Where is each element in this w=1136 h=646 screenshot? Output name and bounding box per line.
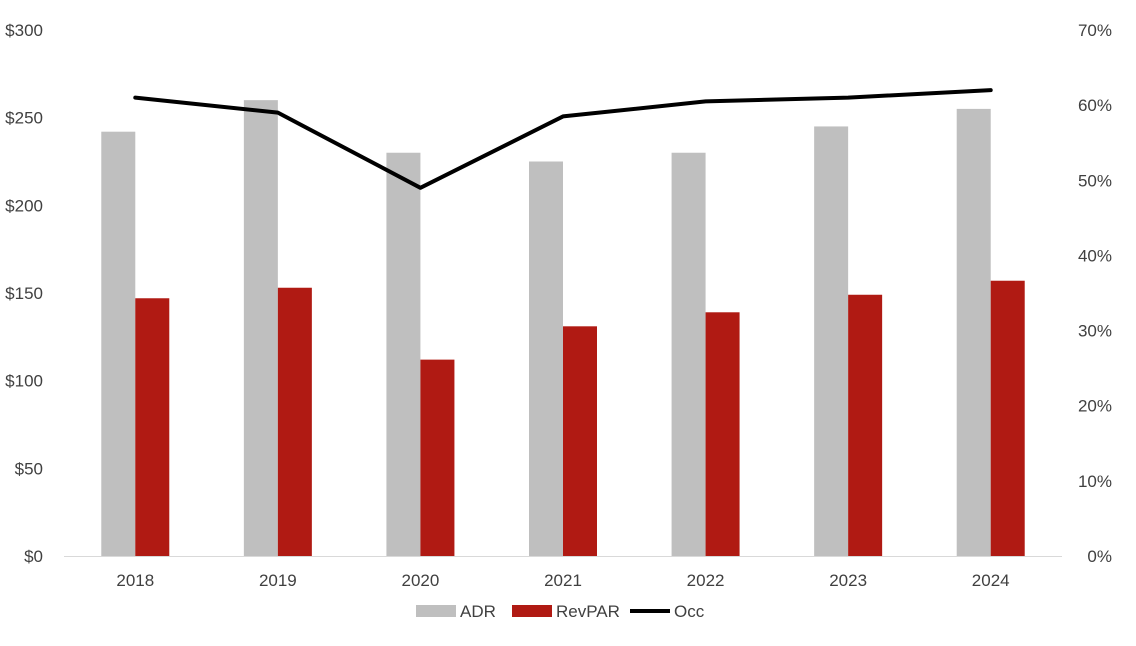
legend: ADR RevPAR Occ (416, 602, 705, 621)
x-tick-label: 2021 (544, 571, 582, 590)
bar-revpar-2020 (420, 359, 455, 556)
x-tick-label: 2023 (829, 571, 867, 590)
bars-layer (101, 100, 1025, 557)
y-left-tick-label: $300 (5, 21, 43, 40)
bar-revpar-2022 (705, 312, 740, 556)
y-right-tick-label: 50% (1078, 171, 1112, 190)
bar-revpar-2021 (563, 326, 597, 556)
legend-label-revpar: RevPAR (556, 602, 620, 621)
y-right-tick-label: 40% (1078, 246, 1112, 265)
y-left-tick-label: $0 (24, 547, 43, 566)
bar-adr-2018 (101, 131, 136, 556)
legend-swatch-revpar (512, 605, 552, 617)
y-left-tick-label: $50 (15, 459, 43, 478)
y-right-tick-label: 20% (1078, 397, 1112, 416)
y-right-tick-label: 60% (1078, 96, 1112, 115)
bar-adr-2021 (529, 161, 563, 556)
y-right-tick-label: 30% (1078, 322, 1112, 341)
x-tick-label: 2019 (259, 571, 297, 590)
bar-adr-2019 (243, 100, 278, 556)
y-left-tick-label: $100 (5, 372, 43, 391)
y-left-tick-label: $150 (5, 284, 43, 303)
y-right-tick-label: 0% (1087, 547, 1112, 566)
y-right-tick-label: 70% (1078, 21, 1112, 40)
y-axis-left: $0 $50 $100 $150 $200 $250 $300 (5, 21, 43, 566)
legend-label-adr: ADR (460, 602, 496, 621)
y-left-tick-label: $250 (5, 109, 43, 128)
y-axis-right: 0% 10% 20% 30% 40% 50% 60% 70% (1078, 21, 1112, 566)
x-tick-label: 2020 (402, 571, 440, 590)
bar-adr-2024 (956, 108, 991, 557)
y-right-tick-label: 10% (1078, 472, 1112, 491)
x-tick-label: 2018 (116, 571, 154, 590)
x-tick-label: 2024 (972, 571, 1010, 590)
bar-revpar-2024 (990, 280, 1025, 556)
bar-revpar-2019 (277, 287, 312, 556)
y-left-tick-label: $200 (5, 196, 43, 215)
bar-revpar-2023 (848, 294, 883, 556)
bar-adr-2022 (671, 152, 706, 556)
legend-label-occ: Occ (674, 602, 705, 621)
legend-swatch-adr (416, 605, 456, 617)
bar-adr-2023 (814, 126, 849, 556)
line-layer (133, 88, 993, 190)
x-tick-label: 2022 (687, 571, 725, 590)
x-axis: 2018 2019 2020 2021 2022 2023 2024 (116, 571, 1009, 590)
line-occ (133, 88, 993, 190)
bar-revpar-2018 (135, 298, 170, 556)
bar-adr-2020 (386, 152, 421, 556)
